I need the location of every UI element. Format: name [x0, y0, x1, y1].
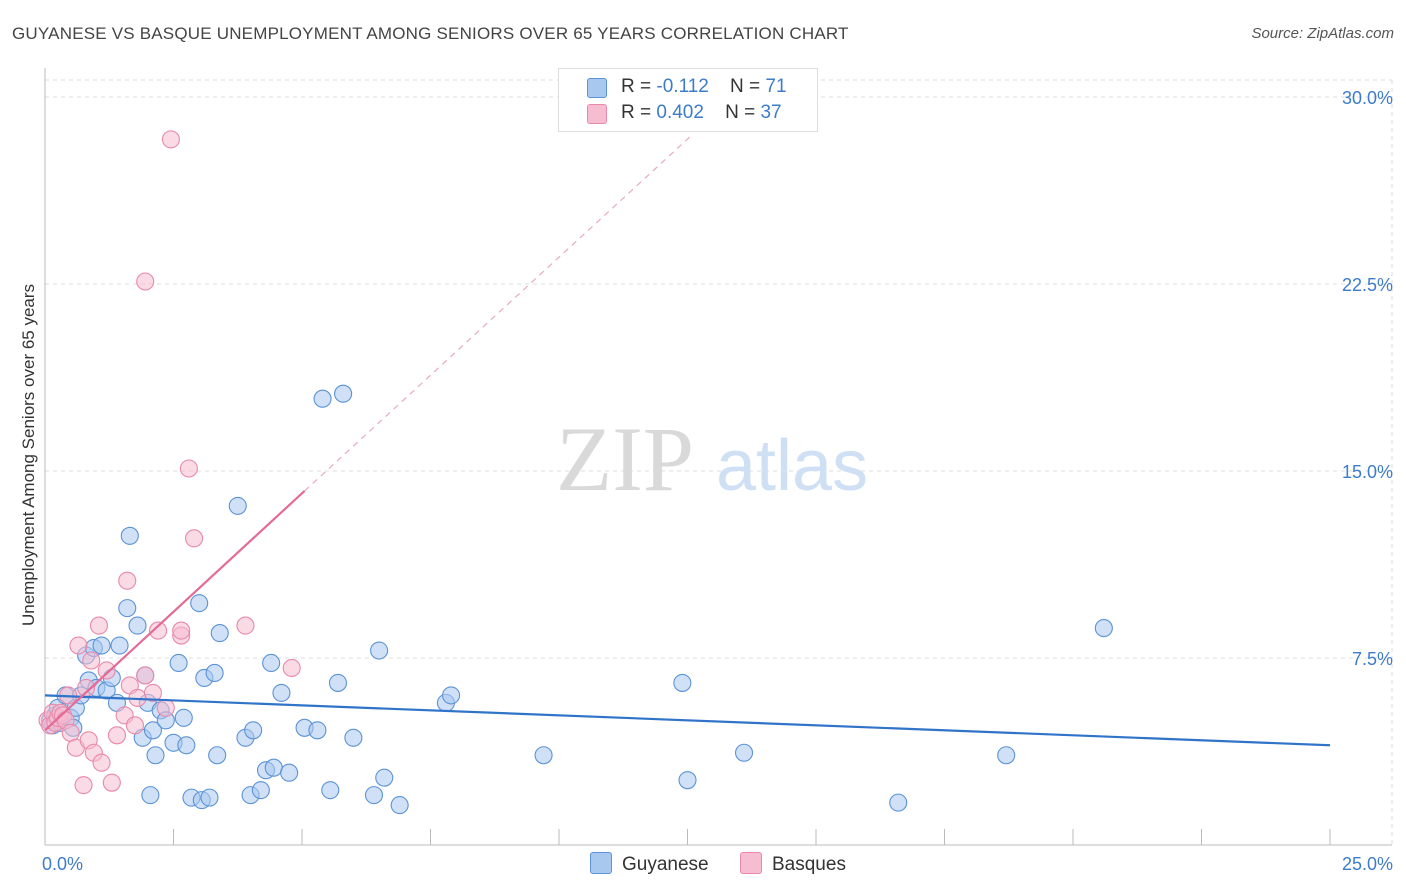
guyanese-point: [328, 673, 348, 692]
bottom-legend-label-basques: Basques: [772, 854, 846, 875]
basques-point: [161, 130, 180, 149]
basques-point: [156, 698, 175, 717]
legend-n-value: 37: [760, 102, 782, 123]
basques-point: [82, 651, 101, 670]
x-tick-label: 0.0%: [42, 854, 83, 874]
legend-r-value: -0.112: [656, 76, 709, 97]
bottom-legend-guyanese: Guyanese: [590, 852, 709, 876]
guyanese-point: [673, 673, 692, 692]
basques-point: [92, 753, 111, 772]
watermark: ZIP atlas: [556, 408, 868, 510]
guyanese-point: [678, 771, 697, 790]
correlation-legend: R = -0.112 N = 71 R = 0.402 N = 37: [558, 68, 818, 132]
bottom-swatch-guyanese: [590, 852, 612, 874]
guyanese-point: [92, 636, 111, 655]
guyanese-point: [370, 641, 389, 660]
guyanese-trend-line: [44, 694, 1331, 747]
guyanese-point: [734, 743, 754, 762]
chart-title: GUYANESE VS BASQUE UNEMPLOYMENT AMONG SE…: [12, 24, 849, 43]
guyanese-point: [146, 746, 165, 765]
guyanese-point: [244, 721, 263, 740]
basques-point: [74, 776, 93, 795]
guyanese-point: [205, 663, 224, 683]
basques-point: [185, 529, 204, 548]
guyanese-point: [1094, 619, 1113, 638]
basques-trend-line: [44, 490, 306, 732]
guyanese-point: [169, 653, 188, 673]
guyanese-point: [128, 616, 147, 635]
y-tick-label: 15.0%: [1342, 462, 1393, 482]
guyanese-point: [174, 708, 193, 727]
bottom-swatch-basques: [740, 852, 762, 874]
guyanese-point: [190, 594, 209, 613]
guyanese-point: [118, 599, 137, 618]
guyanese-point: [442, 686, 461, 705]
guyanese-point: [228, 496, 247, 515]
y-tick-label: 30.0%: [1342, 88, 1393, 108]
watermark-zip: ZIP: [556, 408, 694, 510]
guyanese-point: [210, 624, 229, 643]
watermark-atlas: atlas: [716, 426, 868, 506]
basques-point: [143, 683, 162, 702]
guyanese-point: [321, 781, 340, 800]
basques-point: [172, 621, 191, 640]
guyanese-point: [390, 796, 409, 815]
trend-layer: [44, 133, 1331, 747]
guyanese-point: [308, 721, 327, 740]
guyanese-point: [334, 384, 353, 403]
guyanese-point: [200, 788, 219, 807]
guyanese-point: [313, 389, 332, 408]
guyanese-point: [364, 786, 384, 805]
basques-point: [97, 661, 116, 680]
guyanese-point: [120, 526, 139, 545]
guyanese-point: [143, 721, 162, 740]
guyanese-point: [177, 736, 196, 755]
guyanese-point: [141, 786, 160, 805]
guyanese-point: [262, 653, 281, 673]
guyanese-point: [264, 758, 283, 777]
basques-point: [136, 666, 155, 685]
guyanese-point: [534, 746, 553, 765]
legend-swatch-basques: [587, 104, 607, 124]
source-label: Source: ZipAtlas.com: [1251, 25, 1394, 42]
tick-label-layer: 7.5% 15.0% 22.5% 30.0% 0.0% 25.0%: [42, 88, 1393, 874]
basques-point: [125, 716, 144, 735]
guyanese-point: [272, 683, 291, 702]
y-tick-label: 22.5%: [1342, 275, 1393, 295]
basques-point: [236, 616, 255, 635]
basques-point: [107, 726, 127, 745]
legend-r-label: R =: [621, 102, 652, 123]
basques-points: [38, 130, 301, 795]
legend-swatch-guyanese: [587, 78, 607, 98]
guyanese-point: [110, 636, 129, 655]
legend-n-value: 71: [765, 76, 787, 97]
legend-r-label: R =: [621, 76, 652, 97]
basques-point: [179, 459, 198, 478]
legend-n-label: N =: [729, 76, 761, 97]
basques-point: [136, 272, 155, 291]
y-tick-label: 7.5%: [1352, 649, 1393, 669]
legend-n-label: N =: [725, 102, 756, 123]
basques-point: [118, 571, 137, 590]
y-axis-label: Unemployment Among Seniors over 65 years: [19, 284, 38, 626]
basques-point: [282, 658, 301, 678]
basques-point: [102, 773, 121, 792]
basques-point: [69, 636, 88, 655]
bottom-legend-basques: Basques: [740, 852, 846, 876]
guyanese-point: [280, 763, 299, 782]
bottom-legend-label-guyanese: Guyanese: [622, 854, 709, 875]
x-tick-label: 25.0%: [1342, 854, 1393, 874]
basques-point: [89, 616, 109, 635]
guyanese-point: [889, 793, 908, 812]
guyanese-point: [208, 746, 227, 765]
legend-r-value: 0.402: [656, 102, 704, 123]
guyanese-point: [251, 781, 270, 800]
basques-point: [149, 621, 168, 640]
guyanese-point: [375, 768, 394, 787]
guyanese-point: [344, 728, 363, 747]
guyanese-point: [997, 746, 1016, 765]
